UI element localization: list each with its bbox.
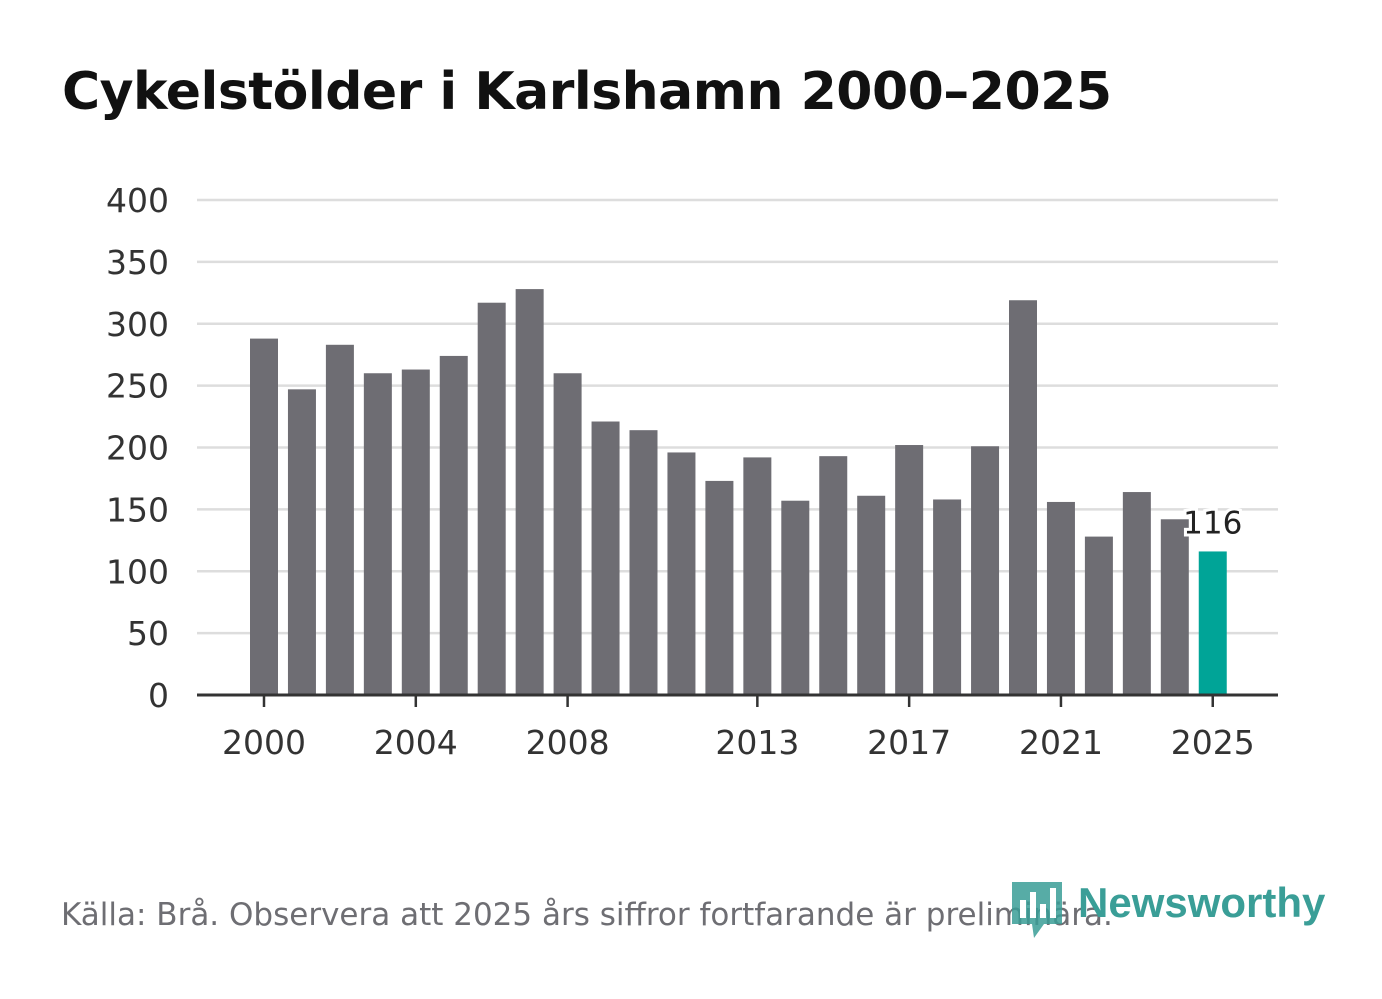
data-label-2025: 116 [1183,505,1242,541]
bar-2004 [401,369,430,695]
data-labels: 116 [1180,502,1245,544]
bar-2021 [1046,501,1075,695]
bar-2005 [439,355,468,695]
source-note: Källa: Brå. Observera att 2025 års siffr… [61,897,1113,933]
x-tick-label: 2013 [715,723,799,762]
bar-chart-speech-bubble-icon [1012,882,1062,938]
bar-2014 [781,500,810,695]
bar-2002 [325,344,354,695]
bar-2017 [895,445,924,695]
y-tick-label: 100 [106,552,169,591]
bar-2006 [477,302,506,695]
bar-2000 [250,338,278,695]
bar-2003 [363,373,392,695]
y-tick-label: 300 [106,305,169,344]
x-tick-label: 2025 [1171,723,1255,762]
bar-2010 [629,430,658,695]
bar-2011 [667,452,696,695]
bar-2009 [591,421,620,695]
y-tick-label: 150 [106,490,169,529]
chart-title: Cykelstölder i Karlshamn 2000–2025 [62,62,1112,122]
bar-2016 [857,495,886,695]
gridlines [197,198,1278,635]
brand-name: Newsworthy [1078,879,1326,926]
bar-2012 [705,480,734,695]
y-tick-label: 350 [106,243,169,282]
x-tick-label: 2000 [222,723,306,762]
bar-2013 [743,457,772,695]
bar-2024 [1160,519,1189,695]
newsworthy-logo: Newsworthy [1010,874,1325,940]
bar-chart: 0 50 100 150 200 250 300 350 400 2000 2004 2008 201… [106,181,1278,762]
bar-2015 [819,456,848,695]
bar-2001 [287,389,316,695]
y-tick-label: 200 [106,429,169,468]
bar-2008 [553,373,582,695]
x-tick-label: 2017 [867,723,951,762]
y-axis-ticks: 0 50 100 150 200 250 300 350 400 [106,181,169,715]
bar-2020 [1009,300,1037,695]
bar-2023 [1122,492,1151,695]
bar-2019 [971,446,1000,695]
bar-2025 [1198,551,1227,695]
x-tick-label: 2021 [1019,723,1103,762]
x-axis-ticks: 2000 2004 2008 2013 2017 2021 2025 [197,693,1278,762]
bar-2007 [515,289,544,695]
y-tick-label: 50 [127,614,169,653]
x-tick-label: 2008 [526,723,610,762]
y-tick-label: 400 [106,181,169,220]
bars [250,289,1227,695]
y-tick-label: 250 [106,367,169,406]
bar-2022 [1084,536,1113,695]
bar-2018 [933,499,962,695]
y-tick-label: 0 [148,676,169,715]
x-tick-label: 2004 [374,723,458,762]
